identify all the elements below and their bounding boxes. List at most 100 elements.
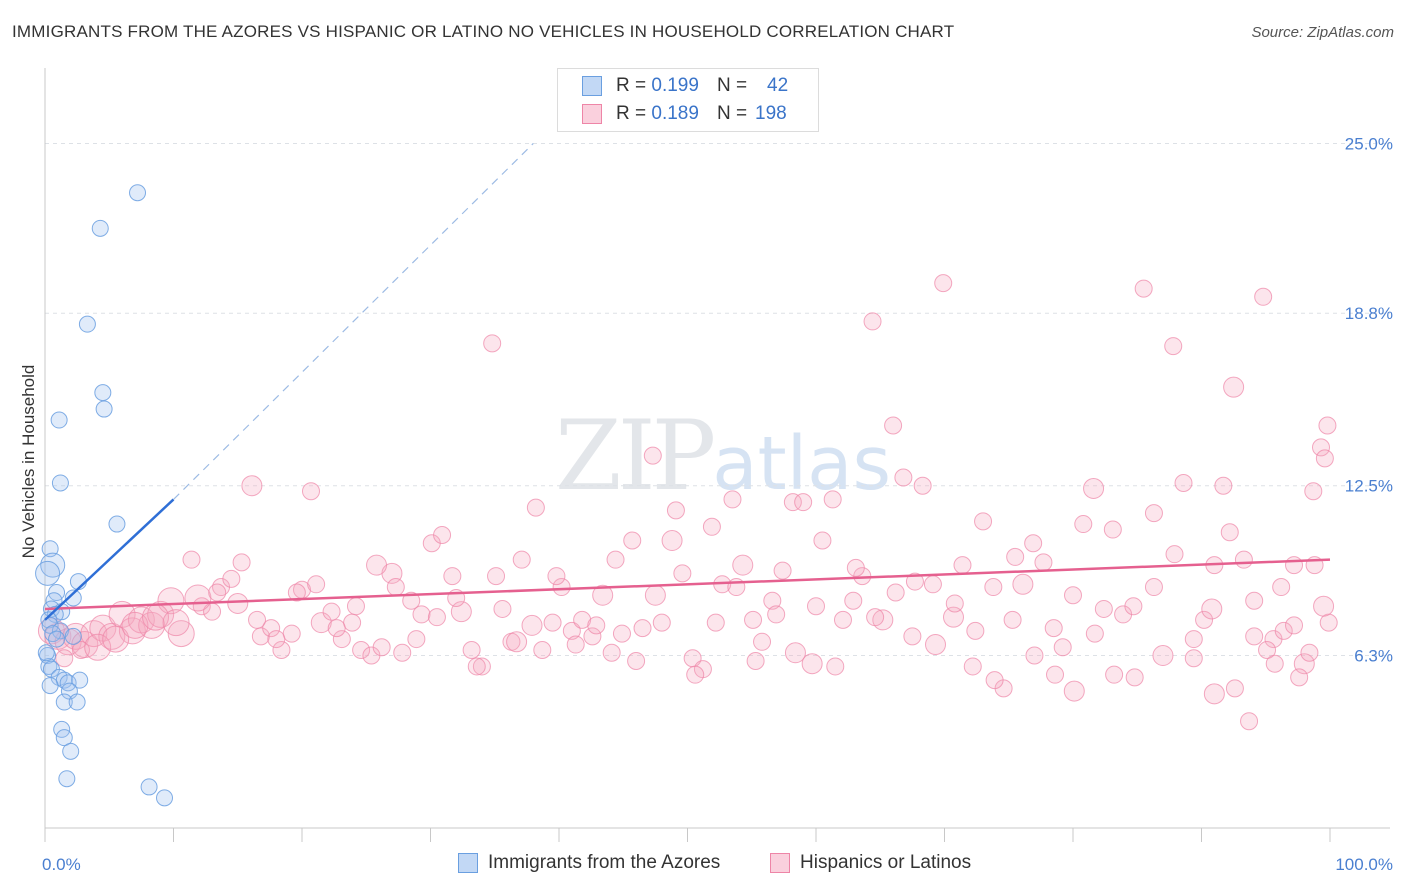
- hispanic-point[interactable]: [673, 564, 692, 583]
- hispanic-point[interactable]: [462, 641, 481, 660]
- hispanic-point[interactable]: [412, 605, 431, 624]
- hispanic-point[interactable]: [1285, 556, 1304, 575]
- azores-point[interactable]: [62, 742, 80, 760]
- hispanic-point[interactable]: [533, 641, 552, 660]
- hispanic-point[interactable]: [706, 613, 725, 632]
- hispanic-point[interactable]: [352, 641, 371, 660]
- hispanic-point[interactable]: [98, 622, 126, 650]
- hispanic-point[interactable]: [102, 625, 130, 653]
- hispanic-point[interactable]: [1012, 573, 1034, 595]
- azores-point[interactable]: [40, 657, 58, 675]
- hispanic-point[interactable]: [1272, 578, 1291, 597]
- hispanic-point[interactable]: [427, 608, 446, 627]
- hispanic-point[interactable]: [562, 621, 581, 640]
- hispanic-point[interactable]: [121, 611, 149, 639]
- hispanic-point[interactable]: [583, 627, 602, 646]
- hispanic-point[interactable]: [287, 583, 306, 602]
- azores-point[interactable]: [35, 560, 61, 586]
- hispanic-point[interactable]: [1164, 337, 1183, 356]
- azores-point[interactable]: [71, 671, 89, 689]
- hispanic-point[interactable]: [552, 578, 571, 597]
- hispanic-point[interactable]: [1201, 598, 1223, 620]
- hispanic-point[interactable]: [1074, 515, 1093, 534]
- hispanic-point[interactable]: [272, 641, 291, 660]
- hispanic-point[interactable]: [652, 613, 671, 632]
- azores-point[interactable]: [78, 315, 96, 333]
- hispanic-point[interactable]: [487, 567, 506, 586]
- hispanic-point[interactable]: [966, 621, 985, 640]
- hispanic-point[interactable]: [55, 649, 74, 668]
- azores-point[interactable]: [91, 219, 109, 237]
- hispanic-point[interactable]: [493, 599, 512, 618]
- hispanic-point[interactable]: [1290, 668, 1309, 687]
- hispanic-point[interactable]: [1304, 482, 1323, 501]
- azores-point[interactable]: [129, 184, 147, 202]
- azores-point[interactable]: [51, 474, 69, 492]
- hispanic-point[interactable]: [844, 591, 863, 610]
- hispanic-point[interactable]: [1085, 624, 1104, 643]
- hispanic-point[interactable]: [526, 498, 545, 517]
- hispanic-point[interactable]: [1064, 586, 1082, 605]
- hispanic-point[interactable]: [1195, 610, 1214, 629]
- hispanic-point[interactable]: [884, 416, 903, 435]
- hispanic-point[interactable]: [974, 512, 993, 531]
- hispanic-point[interactable]: [1313, 595, 1335, 617]
- hispanic-point[interactable]: [923, 575, 942, 594]
- hispanic-point[interactable]: [587, 616, 606, 635]
- hispanic-point[interactable]: [393, 643, 412, 662]
- hispanic-point[interactable]: [863, 312, 882, 331]
- hispanic-point[interactable]: [925, 634, 947, 656]
- hispanic-point[interactable]: [1265, 654, 1284, 673]
- hispanic-point[interactable]: [767, 605, 786, 624]
- hispanic-point[interactable]: [1034, 553, 1053, 572]
- hispanic-point[interactable]: [1003, 610, 1022, 629]
- hispanic-point[interactable]: [1083, 477, 1105, 499]
- hispanic-point[interactable]: [346, 597, 365, 616]
- hispanic-point[interactable]: [1094, 599, 1113, 618]
- hispanic-point[interactable]: [1223, 376, 1245, 398]
- hispanic-point[interactable]: [602, 643, 621, 662]
- hispanic-point[interactable]: [232, 553, 251, 572]
- hispanic-point[interactable]: [866, 608, 885, 627]
- azores-point[interactable]: [68, 693, 86, 711]
- hispanic-point[interactable]: [566, 635, 585, 654]
- hispanic-point[interactable]: [1203, 683, 1225, 705]
- azores-point[interactable]: [37, 644, 55, 662]
- hispanic-point[interactable]: [894, 468, 913, 487]
- hispanic-point[interactable]: [1025, 646, 1044, 665]
- hispanic-point[interactable]: [547, 567, 566, 586]
- hispanic-point[interactable]: [823, 490, 842, 509]
- hispanic-point[interactable]: [322, 602, 341, 621]
- hispanic-point[interactable]: [1184, 630, 1203, 649]
- hispanic-point[interactable]: [744, 610, 763, 629]
- hispanic-point[interactable]: [182, 550, 201, 569]
- hispanic-point[interactable]: [1165, 545, 1184, 564]
- azores-point[interactable]: [140, 778, 158, 796]
- hispanic-point[interactable]: [307, 575, 326, 594]
- hispanic-point[interactable]: [945, 594, 964, 613]
- hispanic-point[interactable]: [512, 550, 531, 569]
- azores-point[interactable]: [94, 384, 112, 402]
- azores-point[interactable]: [156, 789, 174, 807]
- hispanic-point[interactable]: [623, 531, 642, 550]
- hispanic-point[interactable]: [521, 614, 543, 636]
- hispanic-point[interactable]: [763, 591, 782, 610]
- hispanic-point[interactable]: [723, 490, 742, 509]
- hispanic-point[interactable]: [807, 597, 825, 616]
- hispanic-point[interactable]: [913, 476, 932, 495]
- hispanic-point[interactable]: [732, 554, 754, 576]
- azores-point[interactable]: [41, 677, 59, 695]
- hispanic-point[interactable]: [773, 561, 792, 580]
- hispanic-point[interactable]: [942, 606, 964, 628]
- hispanic-point[interactable]: [826, 657, 845, 676]
- hispanic-point[interactable]: [472, 657, 491, 676]
- azores-point[interactable]: [40, 611, 58, 629]
- azores-point[interactable]: [64, 589, 82, 607]
- hispanic-point[interactable]: [1245, 627, 1264, 646]
- hispanic-point[interactable]: [506, 631, 528, 653]
- hispanic-point[interactable]: [1214, 476, 1233, 495]
- hispanic-point[interactable]: [1144, 578, 1163, 597]
- hispanic-point[interactable]: [1103, 520, 1122, 539]
- hispanic-point[interactable]: [592, 584, 614, 606]
- hispanic-point[interactable]: [222, 569, 241, 588]
